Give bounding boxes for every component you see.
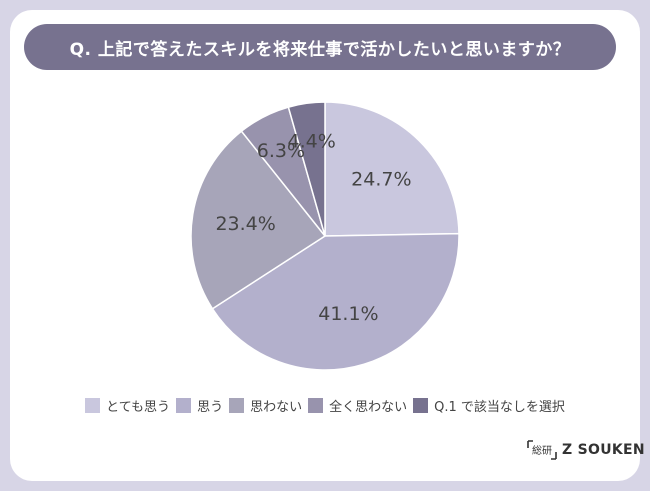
legend-item: とても思う [85, 396, 170, 415]
logo-mark-text: 総研 [532, 444, 552, 457]
legend-item: 全く思わない [308, 396, 407, 415]
legend-label: 全く思わない [329, 400, 408, 415]
legend-item: Q.1 で該当なしを選択 [413, 396, 565, 415]
brand-logo: 総研 Z SOUKEN [526, 438, 645, 462]
logo-text: Z SOUKEN [562, 442, 645, 458]
legend-swatch [176, 398, 192, 413]
title-bar: Q. 上記で答えたスキルを将来仕事で活かしたいと思いますか？ [24, 24, 616, 70]
pie-slice [190, 130, 327, 310]
pie-value-label: 24.7% [351, 169, 411, 191]
legend-swatch [308, 398, 324, 413]
legend-label: とても思う [106, 400, 171, 415]
legend-item: 思う [176, 396, 223, 415]
legend-swatch [85, 398, 101, 413]
chart-legend: とても思う 思う 思わない 全く思わない Q.1 で該当なしを選択 [0, 396, 650, 415]
pie-value-label: 4.4% [288, 130, 336, 152]
pie-slices [190, 101, 460, 371]
legend-label: 思わない [250, 400, 303, 415]
pie-slice [211, 232, 460, 371]
pie-value-label: 23.4% [215, 213, 275, 235]
legend-item: 思わない [229, 396, 302, 415]
souken-mark-icon: 総研 [527, 440, 557, 460]
legend-swatch [229, 398, 245, 413]
pie-value-labels: 24.7% 41.1% 23.4% 6.3%4.4% [215, 130, 411, 324]
pie-value-label: 6.3% [257, 140, 305, 162]
pie-slice [287, 101, 326, 237]
chart-title: Q. 上記で答えたスキルを将来仕事で活かしたいと思いますか？ [69, 39, 571, 60]
pie-value-label: 41.1% [318, 303, 378, 325]
legend-label: Q.1 で該当なしを選択 [434, 400, 565, 415]
pie-slice [324, 101, 460, 237]
legend-swatch [413, 398, 429, 413]
legend-label: 思う [197, 400, 224, 415]
